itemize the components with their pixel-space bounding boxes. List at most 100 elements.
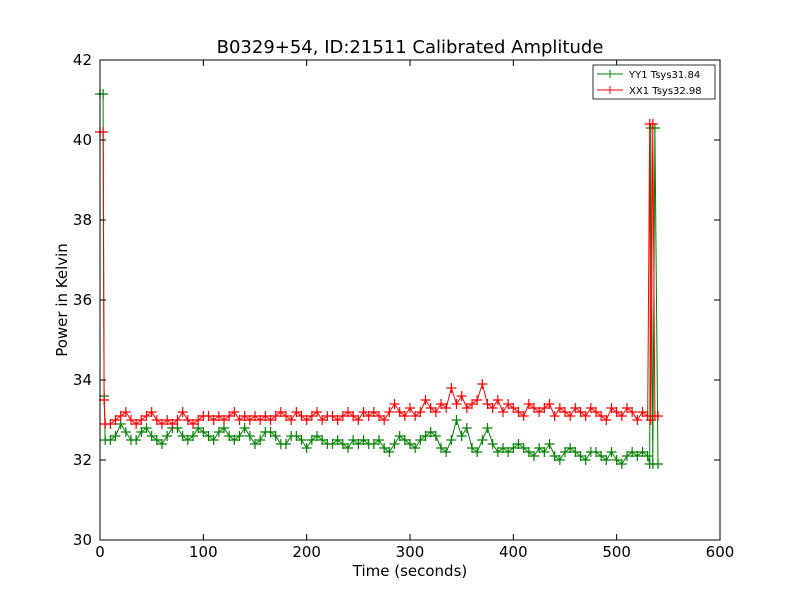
data-point bbox=[131, 419, 142, 429]
data-point bbox=[270, 411, 281, 421]
data-point bbox=[461, 423, 472, 433]
data-point bbox=[193, 415, 204, 425]
data-point bbox=[162, 431, 173, 441]
data-point bbox=[570, 403, 581, 413]
data-point bbox=[343, 443, 353, 453]
data-point bbox=[513, 407, 524, 417]
data-point bbox=[591, 447, 601, 457]
series-layer bbox=[95, 89, 663, 469]
data-point bbox=[565, 443, 576, 453]
data-point bbox=[157, 439, 167, 449]
data-point bbox=[291, 431, 302, 441]
data-point bbox=[472, 447, 483, 457]
data-point bbox=[560, 407, 570, 417]
data-point bbox=[575, 407, 586, 417]
data-point bbox=[337, 439, 348, 449]
data-point bbox=[611, 455, 622, 465]
data-point bbox=[275, 407, 286, 417]
data-point bbox=[451, 399, 462, 409]
data-point bbox=[146, 407, 157, 417]
data-point bbox=[198, 427, 209, 437]
data-point bbox=[518, 443, 529, 453]
data-point bbox=[549, 411, 560, 421]
data-point bbox=[239, 411, 250, 421]
data-point bbox=[606, 403, 617, 413]
chart-title: B0329+54, ID:21511 Calibrated Amplitude bbox=[217, 37, 604, 58]
data-point bbox=[317, 415, 328, 425]
data-point bbox=[405, 439, 415, 449]
data-point bbox=[653, 411, 663, 421]
data-point bbox=[482, 423, 493, 433]
data-point bbox=[115, 411, 126, 421]
data-point bbox=[591, 407, 601, 417]
data-point bbox=[637, 447, 648, 457]
data-point bbox=[182, 415, 193, 425]
data-point bbox=[213, 411, 224, 421]
data-point bbox=[498, 443, 508, 453]
legend-marker bbox=[606, 86, 614, 94]
data-point bbox=[358, 435, 369, 445]
data-point bbox=[265, 415, 276, 425]
data-point bbox=[167, 419, 178, 429]
data-point bbox=[213, 427, 224, 437]
plot-frame bbox=[99, 59, 721, 541]
data-point bbox=[601, 415, 612, 425]
data-point bbox=[498, 407, 508, 417]
data-point bbox=[539, 447, 550, 457]
data-point bbox=[157, 419, 167, 429]
x-axis-label: Time (seconds) bbox=[352, 562, 468, 580]
data-point bbox=[141, 411, 152, 421]
data-point bbox=[306, 411, 317, 421]
y-axis-label: Power in Kelvin bbox=[53, 243, 71, 357]
data-point bbox=[399, 435, 410, 445]
data-point bbox=[343, 407, 353, 417]
data-point bbox=[637, 407, 648, 417]
data-point bbox=[523, 447, 534, 457]
ticks-layer: 0 100 200 300 400 500 600 30 32 34 36 38 40 42 bbox=[73, 51, 734, 561]
data-point bbox=[420, 431, 431, 441]
data-point bbox=[456, 391, 467, 401]
data-point bbox=[596, 451, 607, 461]
data-point bbox=[596, 411, 607, 421]
data-point bbox=[301, 415, 312, 425]
data-point bbox=[632, 415, 643, 425]
data-point bbox=[456, 431, 467, 441]
y-tick-label: 32 bbox=[73, 451, 92, 469]
y-tick-label: 40 bbox=[73, 131, 92, 149]
data-point bbox=[244, 431, 255, 441]
x-tick-label: 500 bbox=[602, 543, 631, 561]
data-point bbox=[120, 427, 131, 437]
data-point bbox=[415, 407, 426, 417]
data-point bbox=[394, 407, 405, 417]
data-point bbox=[508, 443, 519, 453]
x-tick-label: 400 bbox=[499, 543, 528, 561]
data-point bbox=[513, 439, 524, 449]
data-point bbox=[425, 427, 436, 437]
data-point bbox=[446, 383, 457, 393]
data-point bbox=[265, 427, 276, 437]
data-point bbox=[208, 435, 219, 445]
data-point bbox=[105, 435, 116, 445]
data-point bbox=[203, 431, 214, 441]
data-point bbox=[208, 415, 219, 425]
data-point bbox=[420, 395, 431, 405]
y-tick-label: 42 bbox=[73, 51, 92, 69]
data-point bbox=[647, 119, 658, 129]
data-point bbox=[332, 435, 343, 445]
data-point bbox=[446, 435, 457, 445]
data-point bbox=[151, 435, 162, 445]
data-point bbox=[534, 407, 545, 417]
data-point bbox=[353, 415, 364, 425]
data-point bbox=[482, 399, 493, 409]
data-point bbox=[627, 407, 638, 417]
data-point bbox=[430, 431, 441, 441]
data-point bbox=[436, 399, 446, 409]
data-point bbox=[529, 403, 539, 413]
data-point bbox=[534, 443, 545, 453]
data-point bbox=[224, 431, 235, 441]
data-point bbox=[99, 395, 110, 405]
data-point bbox=[306, 435, 317, 445]
data-point bbox=[601, 455, 612, 465]
